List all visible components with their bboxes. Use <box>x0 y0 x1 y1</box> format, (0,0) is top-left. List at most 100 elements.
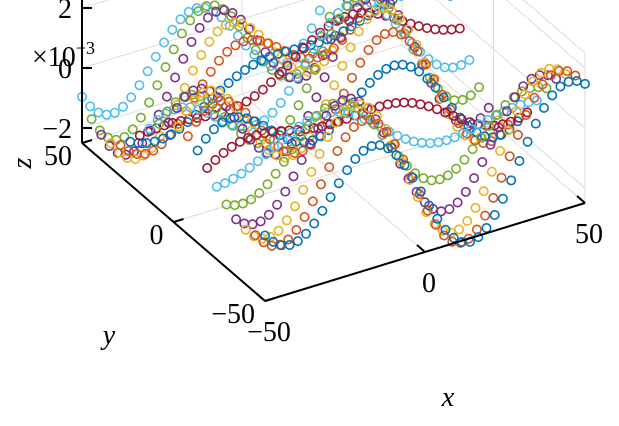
y-axis-label: y <box>100 320 116 351</box>
data-point <box>302 116 313 127</box>
data-point <box>202 163 213 174</box>
data-point <box>178 53 189 64</box>
data-point <box>403 24 414 35</box>
data-point <box>214 55 225 66</box>
data-point <box>223 78 234 89</box>
data-point <box>300 58 311 69</box>
data-point <box>457 128 468 139</box>
data-point <box>282 60 293 71</box>
data-point <box>319 72 330 83</box>
data-point <box>493 122 504 133</box>
data-point <box>512 129 523 140</box>
points-layer <box>77 0 590 251</box>
data-point <box>205 66 216 77</box>
data-point <box>337 60 348 71</box>
data-point <box>482 114 493 125</box>
data-point <box>342 165 353 176</box>
data-point <box>244 162 255 173</box>
data-point <box>398 154 409 165</box>
data-point <box>227 8 238 18</box>
data-point <box>109 107 120 118</box>
data-point <box>431 104 442 115</box>
data-point <box>350 154 361 165</box>
data-point <box>134 80 145 91</box>
data-point <box>477 157 488 168</box>
data-point <box>229 200 240 211</box>
data-point <box>397 59 408 70</box>
data-point <box>460 186 471 197</box>
data-point <box>358 145 369 156</box>
data-point <box>387 0 398 5</box>
data-point <box>240 224 251 235</box>
data-point <box>262 179 273 190</box>
data-point <box>217 117 228 128</box>
data-point <box>298 184 309 195</box>
data-point <box>489 210 500 221</box>
data-point <box>506 175 517 186</box>
data-point <box>536 67 547 78</box>
data-point <box>246 194 257 205</box>
data-point <box>455 112 466 123</box>
data-point <box>339 106 350 117</box>
data-point <box>281 215 292 226</box>
data-point <box>434 174 445 185</box>
data-point <box>438 92 449 103</box>
data-point <box>442 170 453 181</box>
data-point <box>201 107 212 118</box>
data-point <box>469 173 480 184</box>
data-point <box>259 115 270 126</box>
data-point <box>275 97 286 108</box>
data-point <box>306 23 317 34</box>
data-point <box>210 155 221 166</box>
data-point <box>345 42 356 53</box>
data-point <box>338 26 349 37</box>
data-point <box>382 99 393 110</box>
data-point <box>237 198 248 209</box>
data-point <box>456 59 467 70</box>
data-point <box>170 72 181 83</box>
data-point <box>459 154 470 165</box>
data-point <box>552 64 563 75</box>
data-point <box>316 30 327 41</box>
data-point <box>516 86 527 97</box>
data-point <box>457 94 468 105</box>
data-point <box>394 13 405 24</box>
data-point <box>96 129 107 140</box>
x-tick-1 <box>416 244 426 253</box>
data-point <box>383 143 394 154</box>
data-point <box>325 192 336 203</box>
data-point <box>235 136 246 147</box>
x-tick-2 <box>576 195 586 204</box>
data-point <box>209 0 220 11</box>
data-point <box>224 96 235 107</box>
data-point <box>299 212 310 223</box>
data-point <box>267 65 278 76</box>
data-point <box>446 24 457 35</box>
data-point <box>542 70 553 81</box>
data-point <box>140 148 151 159</box>
data-point <box>292 72 303 83</box>
data-point <box>302 66 313 77</box>
data-point <box>105 138 116 149</box>
data-point <box>142 66 153 77</box>
data-point <box>408 136 419 147</box>
data-point <box>324 162 335 173</box>
data-point <box>529 92 540 103</box>
data-point <box>375 0 386 5</box>
data-point <box>317 205 328 216</box>
data-point <box>308 43 319 54</box>
box-top-edge-1 <box>522 0 586 54</box>
data-point <box>445 104 456 115</box>
x-tick-label-0: −50 <box>247 317 291 348</box>
data-point <box>192 145 203 156</box>
data-point <box>232 100 243 111</box>
data-point <box>220 178 231 189</box>
data-point <box>167 24 178 35</box>
data-point <box>414 66 425 77</box>
data-point <box>134 130 145 141</box>
data-point <box>290 51 301 62</box>
data-point <box>330 117 341 128</box>
data-point <box>306 166 317 177</box>
data-point <box>168 44 179 55</box>
data-point <box>478 186 489 197</box>
